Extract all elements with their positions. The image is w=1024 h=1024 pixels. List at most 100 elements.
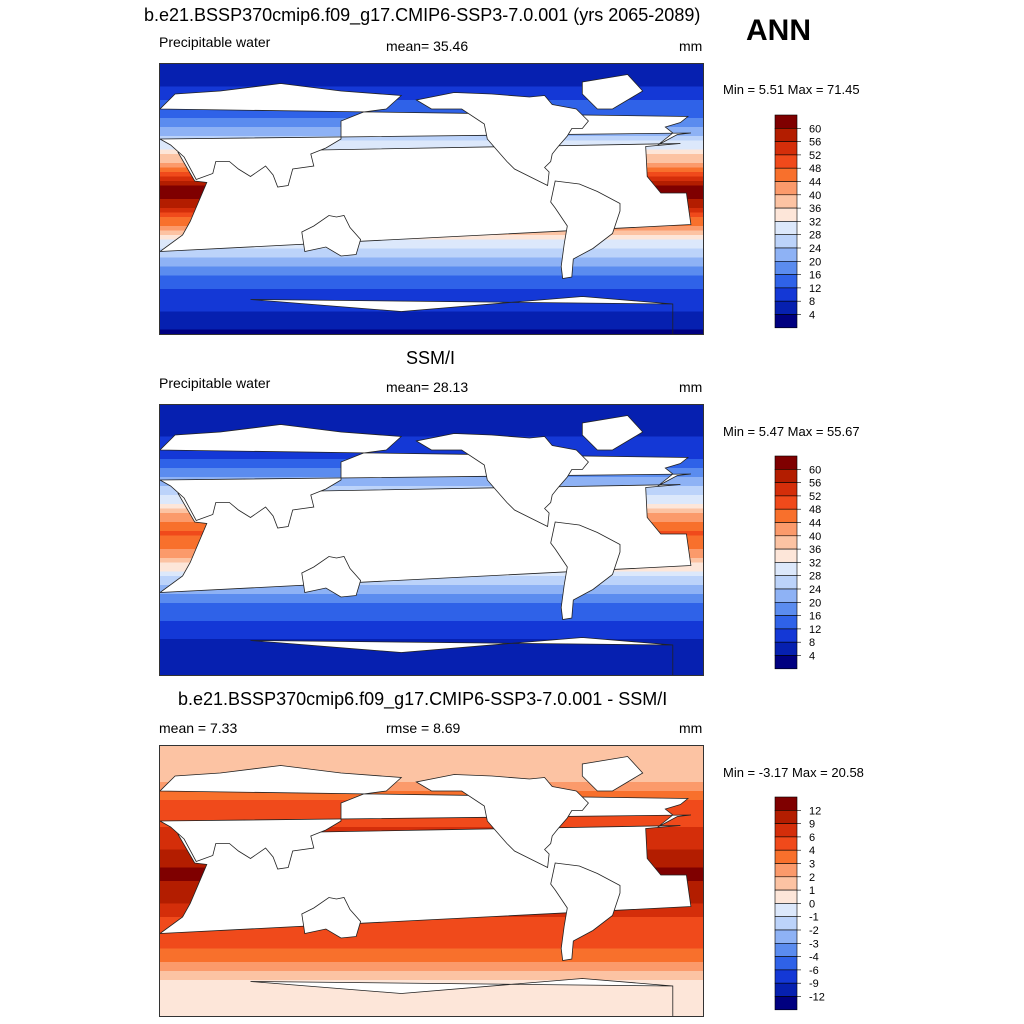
map-continent	[160, 424, 691, 529]
map-band	[160, 91, 703, 97]
colorbar-box	[774, 889, 798, 904]
map-band	[160, 244, 703, 250]
panel-2-variable-label: Precipitable water	[159, 375, 271, 391]
map-band	[160, 594, 703, 600]
map-band	[160, 320, 703, 326]
colorbar-tick-label: 16	[809, 611, 821, 623]
colorbar-tick-label: 36	[809, 544, 821, 556]
colorbar-tick-label: -9	[809, 978, 819, 990]
map-band	[160, 248, 703, 254]
colorbar-box	[774, 522, 798, 537]
map-band	[160, 289, 703, 295]
map-band	[160, 64, 703, 70]
colorbar-tick-label: 28	[809, 571, 821, 583]
map-band	[160, 975, 703, 981]
colorbar-tick-label: 16	[809, 270, 821, 282]
colorbar-tick-label: 44	[809, 518, 821, 530]
colorbar-tick-label: 6	[809, 832, 815, 844]
colorbar-box	[774, 181, 798, 196]
colorbar-tick-label: 12	[809, 283, 821, 295]
colorbar-box	[774, 234, 798, 249]
colorbar-tick-label: 52	[809, 491, 821, 503]
map-band	[160, 427, 703, 433]
colorbar-tick-label: 1	[809, 885, 815, 897]
map-continent	[550, 862, 621, 961]
map-band	[160, 262, 703, 268]
colorbar-tick-label: 24	[809, 243, 821, 255]
map-band	[160, 109, 703, 115]
map-band	[160, 414, 703, 420]
map-band	[160, 935, 703, 941]
colorbar-box	[774, 535, 798, 550]
colorbar-tick-label: 24	[809, 584, 821, 596]
map-band	[160, 966, 703, 972]
panel-2-minmax-label: Min = 5.47 Max = 55.67	[723, 424, 860, 439]
colorbar-tick-label: 8	[809, 296, 815, 308]
map-continent	[160, 825, 692, 934]
colorbar-box	[774, 849, 798, 864]
colorbar-box	[774, 455, 798, 470]
colorbar-tick-label: 28	[809, 230, 821, 242]
map-band	[160, 634, 703, 640]
colorbar-box	[774, 274, 798, 289]
map-continent	[160, 83, 691, 188]
map-continent	[550, 180, 621, 279]
map-continent	[581, 74, 644, 110]
panel-3-map-svg	[160, 746, 703, 1016]
map-band	[160, 1011, 703, 1016]
colorbar-tick-label: 60	[809, 123, 821, 135]
map-band	[160, 998, 703, 1004]
map-band	[160, 136, 703, 142]
colorbar-box	[774, 508, 798, 523]
colorbar-box	[774, 796, 798, 811]
colorbar-box	[774, 810, 798, 824]
map-band	[160, 423, 703, 429]
map-band	[160, 1007, 703, 1013]
map-band	[160, 962, 703, 968]
map-band	[160, 580, 703, 586]
map-band	[160, 486, 703, 492]
map-band	[160, 621, 703, 627]
map-band	[160, 630, 703, 636]
map-band	[160, 239, 703, 245]
map-band	[160, 764, 703, 770]
map-band	[160, 477, 703, 483]
colorbar-box	[774, 836, 798, 851]
colorbar-box	[774, 167, 798, 182]
colorbar-box	[774, 221, 798, 236]
map-band	[160, 266, 703, 272]
map-band	[160, 145, 703, 151]
panel-1-colorbar: 60 56 52 48 44 40 36 32 28 24 20 16 12 8 4	[774, 114, 855, 330]
map-band	[160, 293, 703, 299]
colorbar-tick-label: 9	[809, 819, 815, 831]
panel-2-units-label: mm	[679, 379, 703, 395]
map-band	[160, 325, 703, 331]
map-band	[160, 77, 703, 83]
map-band	[160, 1002, 703, 1008]
map-band	[160, 980, 703, 986]
colorbar-tick-label: 4	[809, 651, 815, 663]
colorbar-tick-label: 12	[809, 624, 821, 636]
colorbar-box	[774, 154, 798, 169]
map-continent	[415, 92, 589, 187]
map-band	[160, 603, 703, 609]
map-band	[160, 316, 703, 322]
colorbar-box	[774, 823, 798, 838]
panel-1-title: b.e21.BSSP370cmip6.f09_g17.CMIP6-SSP3-7.…	[144, 5, 701, 25]
colorbar-tick-label: 44	[809, 177, 821, 189]
colorbar-box	[774, 641, 798, 656]
colorbar-box	[774, 655, 798, 670]
colorbar-tick-label: 36	[809, 203, 821, 215]
panel-2-mean-label: mean= 28.13	[386, 379, 469, 395]
panel-1-map-svg	[160, 64, 703, 334]
colorbar-tick-label: 48	[809, 504, 821, 516]
map-band	[160, 827, 703, 833]
map-band	[160, 253, 703, 259]
panel-1-variable-label: Precipitable water	[159, 34, 271, 50]
colorbar-tick-label: 40	[809, 190, 821, 202]
map-band	[160, 284, 703, 290]
map-band	[160, 953, 703, 959]
map-band	[160, 275, 703, 281]
colorbar-box	[774, 602, 798, 616]
